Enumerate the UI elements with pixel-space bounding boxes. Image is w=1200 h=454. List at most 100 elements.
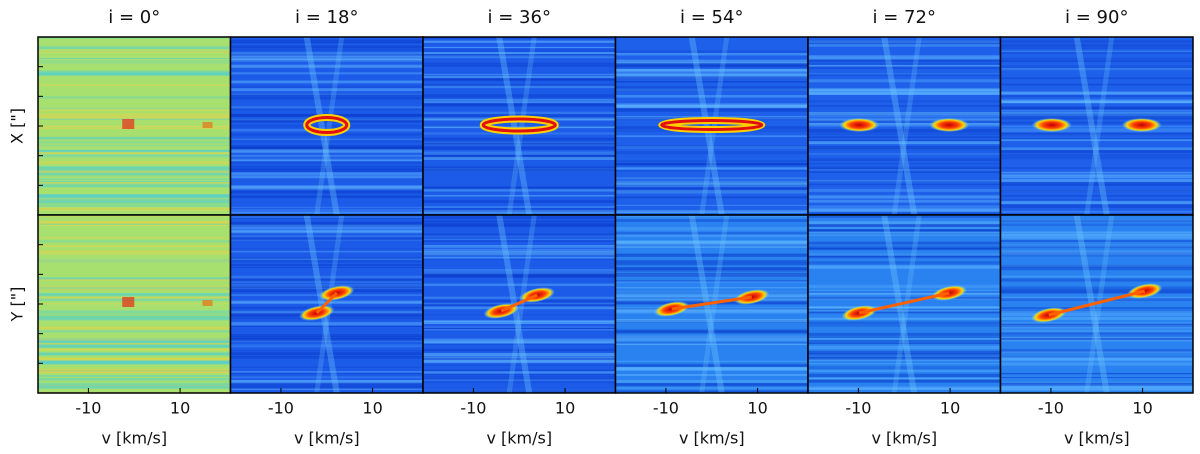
stripe [808,205,1001,208]
stripe [423,343,616,346]
stripe [1000,47,1193,50]
column-title: i = 72° [873,7,936,28]
stripe [615,297,808,299]
stripe [1000,362,1193,366]
stripe [423,356,616,359]
stripe [808,247,1001,251]
stripe [38,46,231,50]
stripe [230,366,423,368]
stripe [808,311,1001,314]
stripe [1000,112,1193,115]
stripe [423,341,616,344]
ring [305,116,349,134]
stripe [230,52,423,55]
stripe [1000,111,1193,115]
stripe [615,182,808,185]
stripe [38,180,231,183]
stripe [38,72,231,76]
stripe [808,366,1001,370]
stripe [1000,290,1193,294]
stripe [230,350,423,352]
stripe [1000,264,1193,268]
stripe [423,54,616,57]
x-tick-label: 10 [170,399,190,418]
stripe [423,194,616,197]
stripe [38,150,231,152]
stripe [808,309,1001,312]
stripe [230,352,423,356]
stripe [1000,381,1193,384]
x-tick-label: -10 [268,399,294,418]
stripe [1000,204,1193,208]
stripe [615,76,808,80]
stripe [808,58,1001,62]
hot-spot [929,118,970,132]
stripe [230,258,423,261]
stripe [1000,106,1193,110]
stripe [808,284,1001,289]
stripe [423,320,616,323]
image-panel [422,214,617,394]
stripe [38,343,231,345]
stripe [1000,237,1193,240]
stripe [1000,132,1193,136]
stripe [615,365,808,367]
stripe [230,93,423,96]
stripe [808,111,1001,115]
stripe [808,147,1001,149]
stripe [230,124,423,128]
stripe [423,111,616,114]
stripe [615,360,808,362]
stripe [230,250,423,253]
stripe [808,100,1001,103]
stripe [808,208,1001,212]
stripe [1000,157,1193,160]
stripe [423,296,616,299]
stripe [423,376,616,380]
stripe [1000,138,1193,140]
stripe [423,389,616,393]
stripe [230,372,423,375]
stripe [1000,167,1193,169]
stripe [38,113,231,117]
stripe [615,162,808,165]
stripe [808,386,1001,390]
stripe [808,342,1001,345]
stripe [423,103,616,106]
stripe [615,280,808,282]
stripe [808,224,1001,228]
stripe [1000,95,1193,98]
stripe [38,194,231,197]
stripe [38,382,231,386]
stripe [38,50,231,54]
panel-texture [38,215,231,393]
stripe [615,177,808,180]
stripe [615,65,808,68]
diagonal-streak [891,215,922,393]
stripe [38,330,231,333]
bridge [500,293,538,313]
stripe [38,207,231,211]
stripe [230,145,423,149]
stripe [38,368,231,372]
stripe [423,37,616,40]
stripe [615,204,808,206]
stripe [230,230,423,233]
stripe [423,356,616,359]
stripe [230,93,423,95]
ring [481,117,557,133]
y-label: X ["] [8,108,27,144]
stripe [230,275,423,279]
stripe [808,183,1001,186]
stripe [615,263,808,266]
hot-spot [202,122,213,128]
stripe [230,59,423,63]
diagonal-streak [303,215,340,393]
stripe [615,291,808,295]
stripe [1000,386,1193,389]
stripe [1000,134,1193,136]
stripe [38,338,231,341]
stripe [230,383,423,386]
stripe [230,355,423,359]
stripe [1000,387,1193,390]
